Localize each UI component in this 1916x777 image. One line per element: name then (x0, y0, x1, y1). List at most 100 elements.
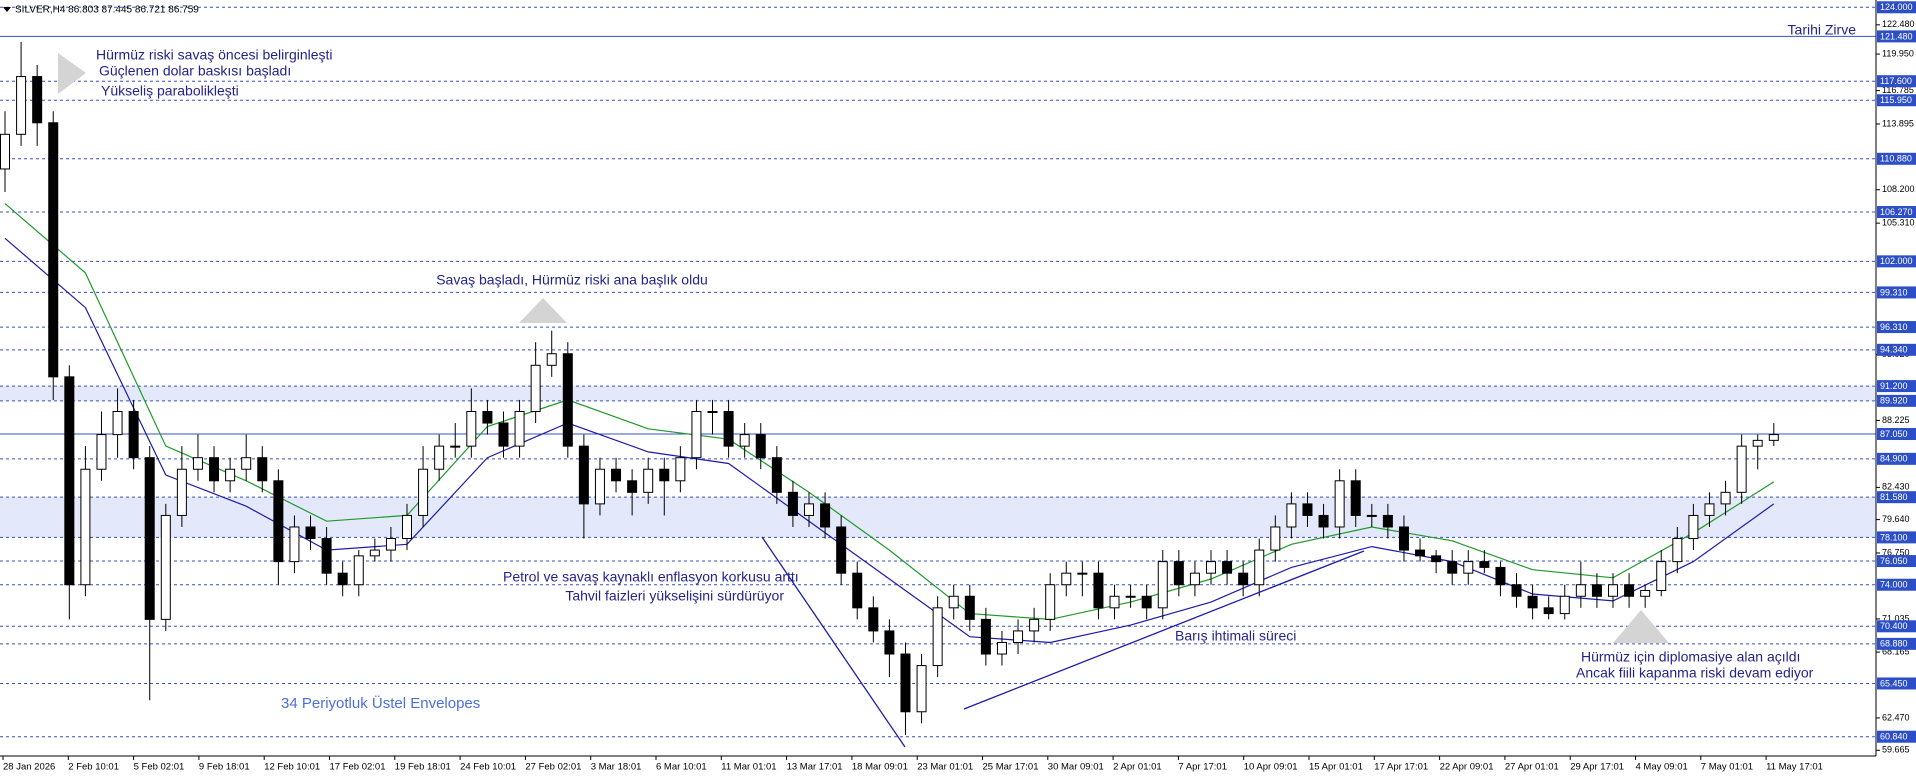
annotation: 34 Periyotluk Üstel Envelopes (281, 694, 480, 712)
x-tick-label: 7 Apr 17:01 (1178, 762, 1227, 773)
level-label: 110.880 (1880, 154, 1912, 164)
x-tick-label: 13 Mar 17:01 (787, 762, 843, 773)
x-tick-label: 15 Apr 01:01 (1309, 762, 1363, 773)
level-label: 91.200 (1880, 381, 1908, 391)
candle-body (402, 514, 412, 540)
level-label: 74.000 (1880, 580, 1908, 590)
level-label: 102.000 (1880, 256, 1913, 266)
candle-body (1479, 561, 1490, 568)
y-tick-label: 82.430 (1882, 482, 1910, 492)
candle-body (209, 457, 220, 482)
candle-body (755, 434, 766, 459)
candle-body (723, 410, 734, 447)
x-tick-label: 2 Apr 01:01 (1113, 762, 1162, 773)
candle-body (498, 422, 509, 447)
candle-body (996, 641, 1007, 655)
x-tick-label: 11 Mar 01:01 (721, 762, 776, 773)
candle-body (16, 76, 27, 135)
candle-body (466, 410, 477, 447)
annotation: Barış ihtimali süreci (1175, 628, 1296, 644)
candle-body (192, 457, 203, 470)
candle-body (337, 572, 348, 586)
y-tick-label: 116.785 (1882, 85, 1914, 95)
candle-body (1543, 607, 1554, 615)
candle-body (530, 364, 541, 412)
x-tick-label: 17 Apr 17:01 (1374, 762, 1428, 773)
level-label: 68.880 (1880, 639, 1908, 649)
candle-body (659, 468, 670, 482)
x-tick-label: 23 Mar 01:01 (917, 762, 973, 773)
level-label-box (1877, 620, 1916, 633)
candle-body (675, 457, 686, 482)
level-label: 87.050 (1880, 429, 1908, 439)
candle-body (80, 468, 91, 586)
level-label-box (1877, 30, 1916, 43)
candle-body (96, 434, 107, 470)
candle-body (884, 630, 895, 655)
y-tick-label: 68.165 (1882, 646, 1910, 656)
candle-body (1704, 503, 1715, 516)
candle-body (48, 122, 59, 378)
level-label: 70.400 (1880, 621, 1908, 631)
candle-body (144, 457, 155, 620)
candle-body (1109, 595, 1120, 609)
level-label-box (1877, 578, 1916, 591)
level-label: 76.050 (1880, 556, 1908, 566)
candle-body (1495, 566, 1506, 586)
candle-body (594, 468, 605, 505)
candle-body (1511, 584, 1522, 597)
candle-body (1045, 584, 1056, 620)
candle-body (1431, 555, 1442, 563)
trendline (761, 536, 906, 748)
candle-body (1688, 514, 1699, 540)
candle-body (160, 514, 171, 620)
level-label: 94.340 (1880, 345, 1908, 355)
candle-body (691, 410, 702, 459)
candle-body (643, 468, 654, 493)
x-tick-label: 28 Jan 2026 (3, 762, 55, 773)
candle-body (1559, 595, 1570, 615)
annotation: Tahvil faizleri yükselişini sürdürüyor (565, 588, 784, 604)
candle-body (1575, 584, 1586, 597)
level-label: 84.900 (1880, 454, 1908, 464)
y-tick-label: 71.035 (1882, 613, 1910, 623)
x-tick-label: 19 Feb 18:01 (395, 762, 451, 773)
candle-body (434, 445, 445, 470)
level-label-box (1877, 677, 1916, 690)
candle-body (739, 434, 750, 447)
candle-body (1077, 572, 1088, 575)
y-tick-label: 108.200 (1882, 184, 1915, 194)
x-tick-label: 24 Feb 10:01 (460, 762, 516, 773)
level-label-box (1877, 637, 1916, 650)
level-label-box (1877, 531, 1916, 544)
level-label-box (1877, 343, 1916, 356)
level-label: 60.840 (1880, 732, 1908, 742)
x-tick-label: 10 Apr 09:01 (1244, 762, 1298, 773)
candle-body (1752, 439, 1763, 447)
candle-body (1366, 514, 1377, 517)
annotation: Yükseliş parabolikleşti (101, 83, 239, 99)
candle-body (353, 555, 364, 586)
header-arrow (3, 7, 11, 12)
candle-body (1720, 491, 1731, 505)
candle-body (1029, 618, 1040, 632)
x-tick-label: 2 Feb 10:01 (68, 762, 119, 773)
candle-body (1527, 595, 1538, 609)
candle-body (241, 457, 252, 470)
level-label-box (1877, 94, 1916, 107)
level-label-box (1877, 286, 1916, 299)
candle-body (1736, 445, 1747, 493)
candle-body (450, 445, 461, 448)
candle-body (257, 457, 268, 482)
level-label-box (1877, 380, 1916, 393)
candle-body (1768, 434, 1779, 441)
candle-body (964, 595, 975, 620)
candle-body (1302, 503, 1313, 516)
level-label-box (1877, 321, 1916, 334)
annotation: Tarihi Zirve (1788, 22, 1857, 38)
candle-body (707, 410, 718, 413)
candle-body (1286, 503, 1297, 528)
candle-body (1656, 561, 1667, 592)
x-tick-label: 22 Apr 09:01 (1440, 762, 1494, 773)
marker-triangle (1613, 610, 1669, 643)
